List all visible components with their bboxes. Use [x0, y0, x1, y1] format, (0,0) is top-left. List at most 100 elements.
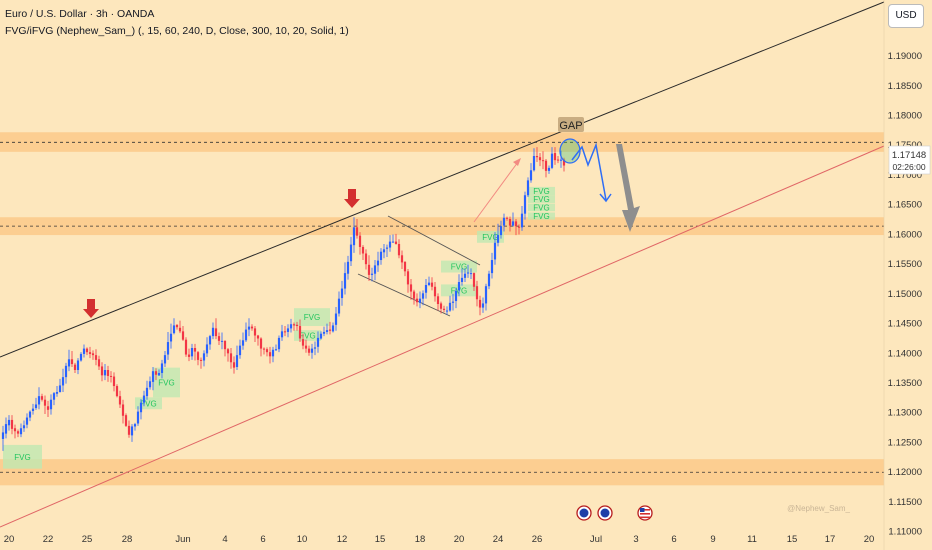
candle-body [424, 284, 428, 293]
fvg-box [528, 212, 555, 220]
candle-body [247, 326, 251, 330]
candle-body [397, 243, 401, 256]
candle-body [379, 251, 383, 261]
candle-body [370, 273, 374, 275]
candle-body [307, 348, 311, 353]
candle-body [241, 340, 245, 346]
price-tick-label: 1.18000 [888, 110, 922, 121]
candle-body [427, 282, 431, 285]
indicator-label[interactable]: FVG/iFVG (Nephew_Sam_) (, 15, 60, 240, D… [5, 25, 349, 37]
gap-label-bg [558, 117, 584, 132]
candle-body [202, 353, 206, 361]
candle-body [34, 404, 38, 409]
event-icon-us[interactable] [637, 505, 653, 521]
time-tick-label: 22 [43, 534, 54, 545]
candle-body [544, 160, 548, 171]
candle-body [40, 396, 44, 400]
candle-body [256, 335, 260, 339]
candle-body [10, 419, 14, 429]
candle-body [55, 391, 59, 394]
candle-body [253, 328, 257, 336]
candle-body [112, 376, 116, 387]
candle-body [187, 354, 191, 357]
candle-body [7, 419, 11, 426]
candle-body [73, 364, 77, 370]
candle-body [535, 156, 539, 158]
candle-body [502, 217, 506, 226]
time-tick-label: 20 [4, 534, 15, 545]
candle-body [445, 310, 449, 312]
candle-body [28, 411, 32, 418]
time-tick-label: 18 [415, 534, 426, 545]
candle-body [400, 255, 404, 263]
candle-body [61, 377, 65, 386]
currency-button[interactable]: USD [888, 4, 924, 28]
candle-body [550, 153, 554, 168]
candle-body [70, 359, 74, 365]
candle-body [109, 375, 113, 377]
time-tick-label: 11 [747, 534, 757, 545]
fvg-box [441, 260, 477, 273]
time-axis[interactable]: 20 22 25 28 Jun 4 6 10 12 15 18 20 24 26 Jul 3 6 9 11 15 17 2… [4, 534, 875, 545]
fvg-label: FVG [158, 378, 174, 387]
fvg-box [153, 367, 180, 398]
candle-body [421, 293, 425, 299]
price-tick-label: 1.13000 [888, 408, 922, 419]
candle-body [430, 282, 434, 287]
candle-body [31, 408, 35, 412]
time-tick-label: 10 [297, 534, 308, 545]
candle-body [121, 404, 125, 416]
event-icon-eu-1[interactable] [576, 505, 592, 521]
candle-body [283, 331, 287, 333]
fvg-label: FVG [304, 313, 320, 322]
candle-body [103, 369, 107, 376]
author-watermark: @Nephew_Sam_ [787, 504, 850, 513]
candle-body [274, 349, 278, 351]
countdown-label: 02:26:00 [892, 162, 925, 172]
gap-highlight-circle [559, 138, 581, 164]
candle-body [487, 273, 491, 287]
candle-body [106, 369, 110, 376]
candle-body [439, 303, 443, 309]
fvg-label: FVG [533, 203, 549, 212]
price-tick-label: 1.15500 [888, 259, 922, 270]
candle-body [490, 260, 494, 274]
price-tick-label: 1.16500 [888, 200, 922, 211]
candle-body [469, 273, 473, 275]
candle-body [262, 348, 266, 350]
candle-body [301, 339, 305, 346]
price-tick-label: 1.18500 [888, 81, 922, 92]
candle-body [214, 328, 218, 337]
symbol-title: Euro / U.S. Dollar · 3h · OANDA [5, 8, 155, 20]
fvg-box [528, 195, 555, 203]
candle-body [226, 349, 230, 354]
candle-body [523, 195, 527, 214]
event-icon-eu-2[interactable] [597, 505, 613, 521]
price-tick-label: 1.12500 [888, 437, 922, 448]
time-tick-label: 12 [337, 534, 348, 545]
fvg-label: FVG [533, 195, 549, 204]
candle-body [313, 347, 317, 349]
candle-body [304, 345, 308, 349]
fvg-box [528, 186, 555, 196]
supply-demand-zones [0, 132, 884, 486]
candle-body [337, 298, 341, 314]
candle-body [130, 426, 134, 436]
time-tick-label: 15 [787, 534, 798, 545]
candle-body [250, 326, 254, 329]
candle-body [235, 355, 239, 368]
flag-upper-line [387, 215, 481, 266]
candle-body [334, 313, 338, 325]
price-axis[interactable]: 1.190001.185001.180001.175001.170001.165… [883, 0, 932, 550]
fvg-box [477, 230, 504, 243]
candle-body [229, 353, 233, 363]
candle-body [175, 324, 179, 328]
candle-body [208, 336, 212, 345]
candle-body [295, 324, 299, 327]
time-tick-label: Jun [175, 534, 190, 545]
time-tick-label: 15 [375, 534, 386, 545]
candle-body [355, 227, 359, 236]
candle-body [286, 328, 290, 332]
